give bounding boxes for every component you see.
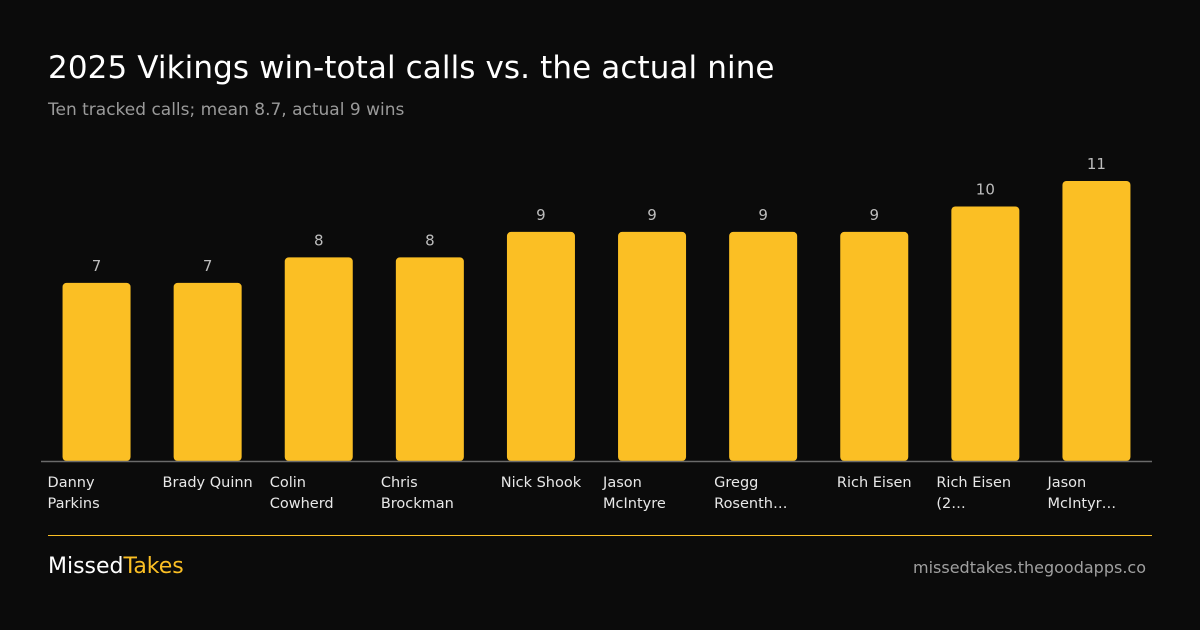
category-label-line: Danny (48, 475, 95, 491)
category-label: Brady Quinn (163, 475, 253, 491)
category-label-line: Rich Eisen (837, 475, 912, 491)
bar-value-label: 8 (314, 231, 324, 249)
category-label-line: Brady Quinn (163, 475, 253, 491)
chart-subtitle: Ten tracked calls; mean 8.7, actual 9 wi… (48, 100, 405, 120)
bar (62, 282, 131, 461)
category-label-line: (2… (936, 496, 965, 512)
footer-divider (48, 535, 1152, 536)
bar (1062, 181, 1131, 461)
bar-value-label: 8 (425, 231, 435, 249)
bar-value-label: 9 (647, 206, 657, 224)
category-label: Gregg Rosenth… (714, 475, 787, 512)
brand-logo-part1: Missed (48, 554, 124, 579)
category-label-line: Jason (1046, 475, 1086, 491)
category-label-line: Brockman (381, 496, 454, 512)
category-label: Jason McIntyr… (1046, 475, 1116, 512)
bar (729, 231, 798, 461)
category-label: Colin Cowherd (270, 475, 334, 512)
bar (951, 206, 1020, 461)
bar-value-label: 9 (869, 206, 879, 224)
bar-value-label: 7 (92, 257, 102, 275)
bar-value-label: 10 (976, 180, 995, 198)
category-label-line: Colin (270, 475, 306, 491)
footer-url[interactable]: missedtakes.thegoodapps.co (912, 558, 1146, 577)
bar (284, 257, 353, 461)
bar-value-label: 9 (536, 206, 546, 224)
category-label-line: Jason (602, 475, 642, 491)
category-label-line: Parkins (48, 496, 100, 512)
category-label-line: McIntyr… (1047, 496, 1116, 512)
bar (506, 231, 575, 461)
category-label-line: McIntyre (603, 496, 666, 512)
category-label: Jason McIntyre (602, 475, 666, 512)
category-label: Rich Eisen (2… (936, 475, 1011, 512)
category-label: Nick Shook (501, 475, 582, 491)
bar-value-label: 7 (203, 257, 213, 275)
category-label-line: Chris (381, 475, 418, 491)
category-label: Chris Brockman (381, 475, 454, 512)
category-label-line: Rich Eisen (936, 475, 1011, 491)
chart-title: 2025 Vikings win-total calls vs. the act… (48, 50, 775, 86)
brand-logo-part2: Takes (123, 554, 184, 579)
category-label: Danny Parkins (48, 475, 100, 512)
category-label-line: Nick Shook (501, 475, 582, 491)
brand-logo[interactable]: MissedTakes (48, 554, 184, 579)
bar-value-label: 11 (1087, 155, 1106, 173)
category-label-line: Cowherd (270, 496, 334, 512)
bar (395, 257, 464, 461)
bar-value-label: 9 (758, 206, 768, 224)
category-label: Rich Eisen (837, 475, 912, 491)
bar (173, 282, 242, 461)
bar (840, 231, 909, 461)
bar (618, 231, 687, 461)
category-label-line: Rosenth… (714, 496, 787, 512)
category-label-line: Gregg (714, 475, 758, 491)
